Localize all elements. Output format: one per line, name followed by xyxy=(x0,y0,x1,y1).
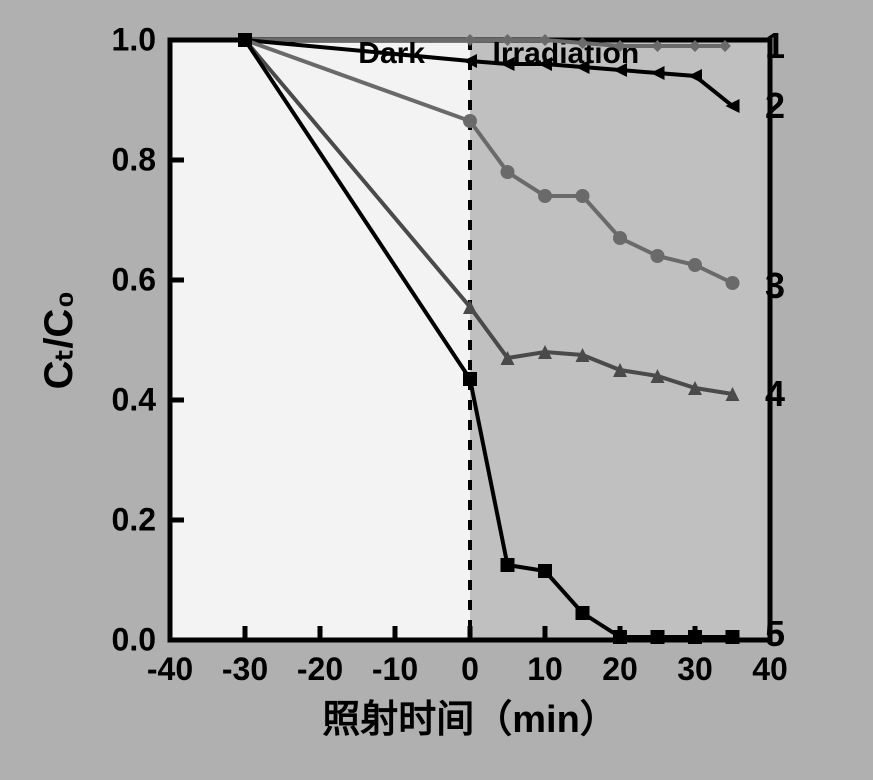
y-tick-label: 0.4 xyxy=(112,382,157,418)
marker-square xyxy=(613,630,627,644)
x-tick-label: -30 xyxy=(222,651,268,687)
x-tick-label: 30 xyxy=(677,651,713,687)
y-tick-label: 1.0 xyxy=(112,22,156,58)
marker-circle xyxy=(538,189,552,203)
chart-container: -40-30-20-100102030400.00.20.40.60.81.0照… xyxy=(0,0,873,780)
marker-circle xyxy=(463,114,477,128)
y-tick-label: 0.2 xyxy=(112,502,156,538)
x-tick-label: -20 xyxy=(297,651,343,687)
irradiation-region xyxy=(470,40,770,640)
x-tick-label: 0 xyxy=(461,651,479,687)
marker-circle xyxy=(501,165,515,179)
x-tick-label: -10 xyxy=(372,651,418,687)
marker-square xyxy=(688,630,702,644)
series-2-label: 2 xyxy=(765,85,785,126)
y-tick-label: 0.0 xyxy=(112,622,156,658)
y-axis-label: Cₜ/C₀ xyxy=(37,291,81,390)
series-5-label: 5 xyxy=(765,613,785,654)
x-tick-label: 10 xyxy=(527,651,563,687)
marker-square xyxy=(501,558,515,572)
marker-circle xyxy=(726,276,740,290)
y-tick-label: 0.8 xyxy=(112,142,156,178)
series-3-label: 3 xyxy=(765,265,785,306)
marker-circle xyxy=(576,189,590,203)
marker-square xyxy=(576,606,590,620)
chart-svg: -40-30-20-100102030400.00.20.40.60.81.0照… xyxy=(0,0,873,780)
x-tick-label: 40 xyxy=(752,651,788,687)
series-1-label: 1 xyxy=(765,25,785,66)
marker-circle xyxy=(688,258,702,272)
marker-square xyxy=(726,630,740,644)
marker-circle xyxy=(651,249,665,263)
x-tick-label: 20 xyxy=(602,651,638,687)
marker-square xyxy=(651,630,665,644)
y-tick-label: 0.6 xyxy=(112,262,156,298)
marker-circle xyxy=(613,231,627,245)
marker-square xyxy=(538,564,552,578)
marker-square xyxy=(463,372,477,386)
marker-square xyxy=(238,33,252,47)
series-4-label: 4 xyxy=(765,373,785,414)
x-axis-label: 照射时间（min） xyxy=(322,699,618,741)
